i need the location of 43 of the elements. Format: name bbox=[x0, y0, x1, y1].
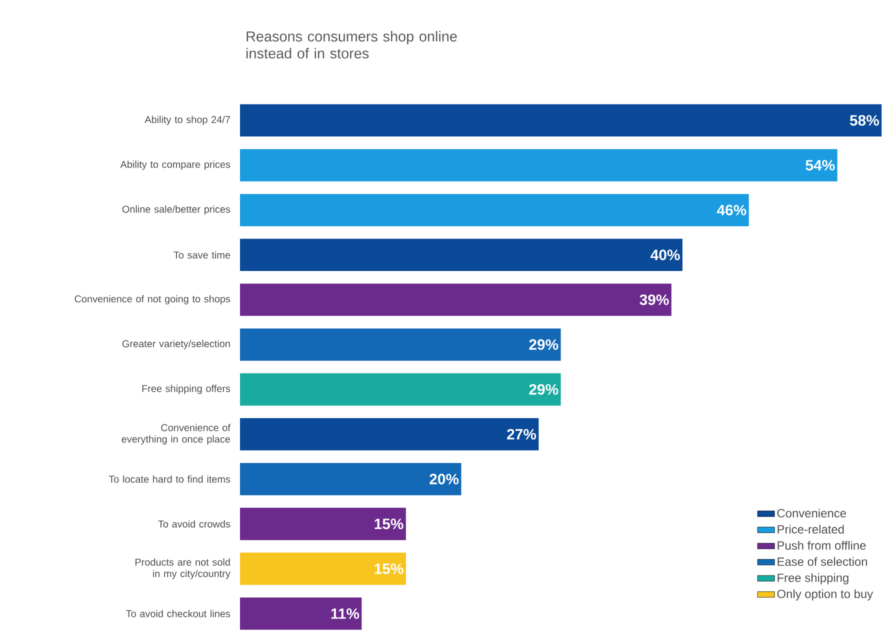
y-tick-label: Ability to shop 24/7 bbox=[144, 116, 230, 126]
bar bbox=[240, 104, 882, 137]
data-label: 20% bbox=[430, 474, 459, 484]
bar bbox=[240, 284, 672, 316]
y-tick-label: To avoid crowds bbox=[158, 520, 230, 528]
data-label: 29% bbox=[529, 339, 558, 350]
data-label: 15% bbox=[374, 563, 404, 574]
legend-label: Free shipping bbox=[778, 573, 848, 584]
legend-label: Push from offline bbox=[778, 540, 866, 550]
y-tick-label: Ability to compare prices bbox=[120, 160, 230, 170]
data-label: 40% bbox=[650, 250, 680, 260]
y-tick-label: To save time bbox=[174, 251, 230, 259]
bar bbox=[240, 418, 539, 450]
data-label: 46% bbox=[716, 204, 746, 216]
chart-title: Reasons consumers shop online instead of in stores bbox=[246, 30, 457, 58]
data-label: 29% bbox=[529, 384, 558, 395]
y-tick-label: Greater variety/selection bbox=[122, 340, 230, 350]
bar bbox=[240, 194, 749, 226]
bar bbox=[240, 238, 682, 272]
data-label: 27% bbox=[507, 428, 536, 440]
legend-label: Convenience bbox=[777, 508, 846, 518]
legend-label: Ease of selection bbox=[778, 557, 867, 566]
y-tick-label: To locate hard to find items bbox=[108, 475, 230, 483]
y-tick-label: Convenience of not going to shops bbox=[74, 295, 230, 304]
data-label: 11% bbox=[331, 608, 360, 619]
legend-label: Only option to buy bbox=[777, 589, 874, 601]
data-label: 54% bbox=[806, 160, 835, 171]
bar bbox=[240, 373, 561, 406]
bar bbox=[240, 328, 561, 361]
y-tick-label: Online sale/better prices bbox=[122, 205, 230, 215]
bar bbox=[240, 149, 838, 182]
bar bbox=[240, 508, 406, 540]
bar bbox=[240, 552, 406, 585]
bar bbox=[240, 597, 362, 630]
y-tick-label: Convenience of everything in once place bbox=[122, 424, 230, 445]
data-label: 58% bbox=[850, 115, 879, 126]
y-tick-label: To avoid checkout lines bbox=[126, 610, 230, 618]
y-tick-label: Products are not sold in my city/country bbox=[135, 558, 230, 580]
legend-label: Price-related bbox=[778, 524, 844, 534]
data-label: 39% bbox=[640, 294, 669, 306]
y-tick-label: Free shipping offers bbox=[142, 384, 230, 394]
data-label: 15% bbox=[374, 518, 404, 530]
bar bbox=[240, 462, 462, 496]
